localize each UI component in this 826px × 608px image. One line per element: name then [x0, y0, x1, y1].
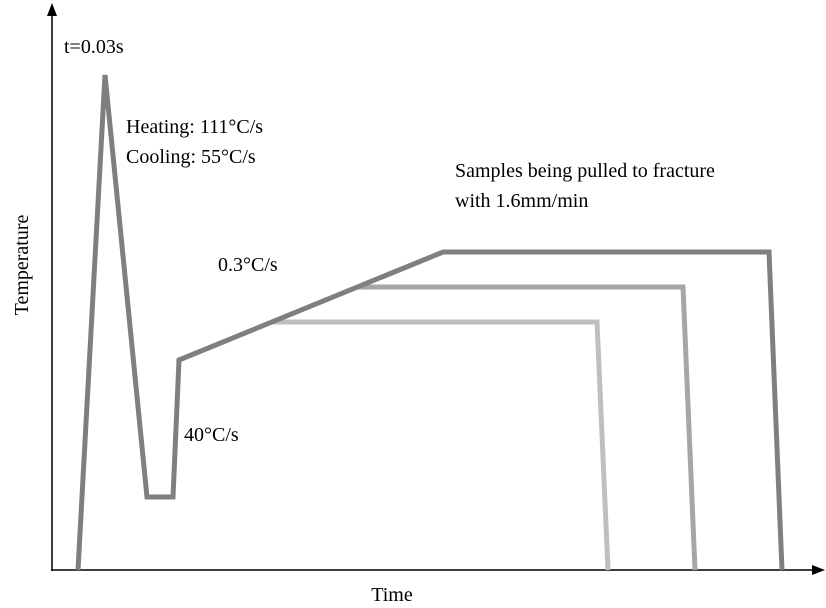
heating-label: Heating: 111°C/s	[126, 116, 263, 138]
pull-label: Samples being pulled to fracture	[455, 160, 715, 182]
y-axis-label: Temperature	[11, 214, 33, 315]
rate-label: 0.3°C/s	[218, 254, 278, 276]
profile-medium	[358, 284, 698, 571]
x-axis-label: Time	[371, 584, 413, 606]
y-arrow	[47, 3, 57, 16]
axes	[47, 3, 825, 575]
peak-time-label: t=0.03s	[64, 36, 124, 58]
pull-label: with 1.6mm/min	[455, 190, 588, 212]
profile-dark	[75, 74, 785, 571]
cooling-label: Cooling: 55°C/s	[126, 146, 256, 168]
rate-label: 40°C/s	[184, 424, 239, 446]
x-arrow	[812, 565, 825, 575]
profile-light	[273, 319, 611, 571]
